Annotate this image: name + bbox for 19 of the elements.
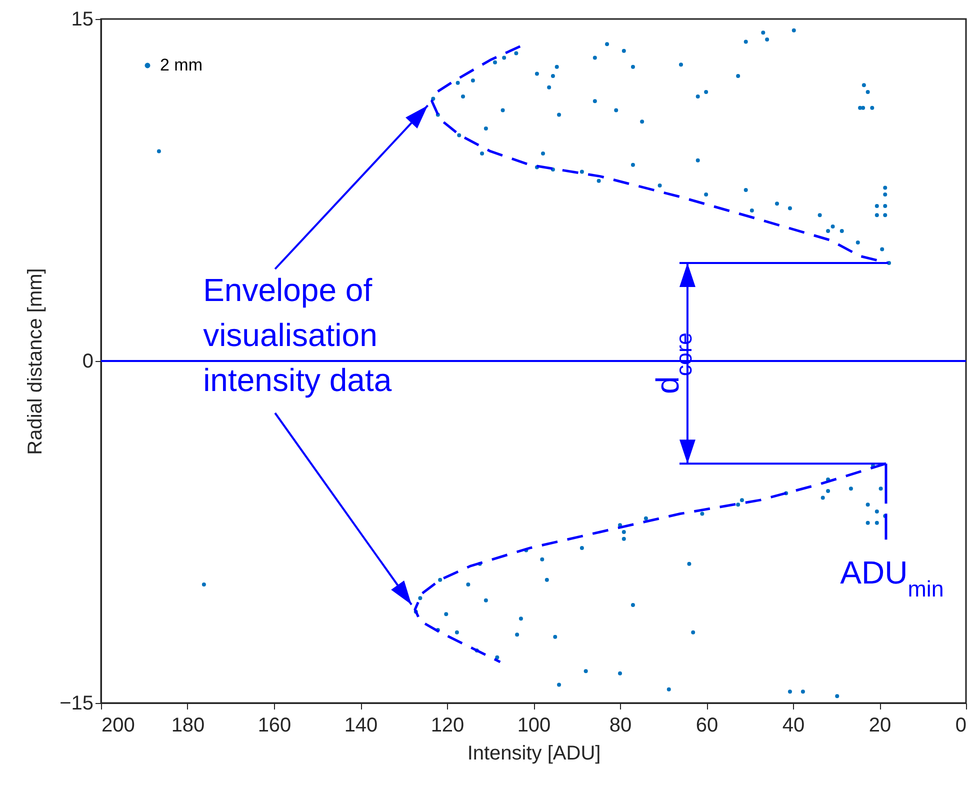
x-tick-label: 180 xyxy=(171,714,205,736)
x-tick-label: 200 xyxy=(102,714,135,736)
y-tick-label: −15 xyxy=(60,692,94,714)
x-tick-label: 120 xyxy=(430,714,464,736)
annotation: ADU$_{min}$ xyxy=(840,554,944,602)
x-tick-label: 160 xyxy=(258,714,292,736)
x-tick-label: 140 xyxy=(344,714,378,736)
y-tick-label: 15 xyxy=(71,8,94,30)
legend-label: 2 mm xyxy=(160,56,202,74)
x-tick-label: 20 xyxy=(868,714,892,736)
y-tick-label: 0 xyxy=(82,350,94,372)
x-tick-label: 80 xyxy=(609,714,632,736)
annotation: Envelope of visualisation intensity data xyxy=(203,272,392,398)
x-tick-label: 60 xyxy=(696,714,718,736)
y-axis-title: Radial distance [mm] xyxy=(24,268,47,455)
x-tick-label: 0 xyxy=(955,714,966,736)
x-tick-label: 40 xyxy=(782,714,805,736)
x-axis-title: Intensity [ADU] xyxy=(467,742,601,764)
x-tick-label: 100 xyxy=(517,714,551,736)
